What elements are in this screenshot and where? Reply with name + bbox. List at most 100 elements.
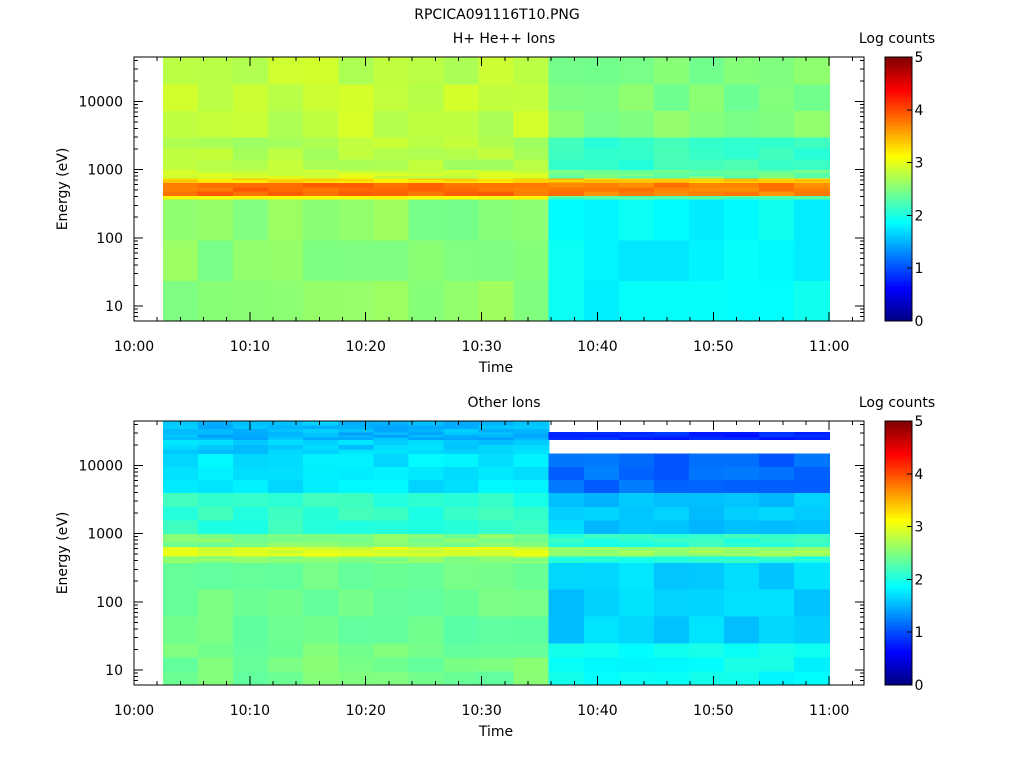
heatmap-cell <box>794 110 830 138</box>
colorbar-swatch <box>885 421 912 425</box>
heatmap-cell <box>198 542 234 547</box>
heatmap-cell <box>268 147 304 160</box>
colorbar-swatch <box>885 59 912 63</box>
heatmap-cell <box>233 175 269 179</box>
heatmap-cell <box>583 169 620 174</box>
heatmap-cell <box>618 642 655 658</box>
heatmap-cell <box>618 180 655 183</box>
heatmap-cell <box>162 179 199 182</box>
heatmap-cell <box>478 172 515 176</box>
colorbar-swatch <box>885 521 912 525</box>
heatmap-cell <box>373 537 410 543</box>
heatmap-cells <box>162 421 830 686</box>
heatmap-cell <box>373 615 410 644</box>
heatmap-cell <box>338 552 374 557</box>
heatmap-cell <box>478 466 515 481</box>
heatmap-cell <box>794 180 830 183</box>
heatmap-cell <box>443 195 480 198</box>
heatmap-cell <box>443 280 480 322</box>
heatmap-cell <box>268 448 304 455</box>
heatmap-cell <box>759 656 795 672</box>
heatmap-cell <box>513 199 550 241</box>
heatmap-cell <box>583 552 620 557</box>
colorbar-swatch <box>885 563 912 567</box>
heatmap-cell <box>478 537 515 543</box>
heatmap-cell <box>548 280 585 322</box>
x-tick-label: 10:40 <box>577 339 617 355</box>
heatmap-cell <box>478 656 515 672</box>
colorbar-swatch <box>885 426 912 430</box>
heatmap-cell <box>303 533 339 539</box>
heatmap-cell <box>688 196 725 199</box>
heatmap-cell <box>688 180 725 183</box>
colorbar-swatch <box>885 679 912 683</box>
heatmap-cell <box>408 615 445 644</box>
heatmap-cell <box>688 190 725 196</box>
heatmap-cell <box>443 549 480 554</box>
colorbar-swatch <box>885 587 912 591</box>
heatmap-cell <box>478 434 515 438</box>
colorbar-swatch <box>885 677 912 681</box>
heatmap-cell <box>268 542 304 547</box>
heatmap-cell <box>373 182 410 188</box>
heatmap-cell <box>759 137 795 149</box>
heatmap-cell <box>338 195 374 198</box>
heatmap-cell <box>653 453 690 468</box>
heatmap-cell <box>688 656 725 672</box>
heatmap-cell <box>653 656 690 672</box>
heatmap-cell <box>478 158 515 171</box>
heatmap-cell <box>233 453 269 468</box>
heatmap-cell <box>724 537 760 543</box>
y-tick-label: 10000 <box>78 95 123 111</box>
colorbar-swatch <box>885 534 912 538</box>
heatmap-cell <box>548 178 585 181</box>
heatmap-cell <box>794 552 830 557</box>
heatmap-cell <box>759 437 795 441</box>
heatmap-cell <box>443 110 480 138</box>
heatmap-cell <box>162 239 199 281</box>
heatmap-cell <box>373 137 410 149</box>
x-tick-label: 10:50 <box>693 703 733 719</box>
heatmap-cell <box>548 537 585 543</box>
heatmap-cell <box>478 542 515 547</box>
heatmap-cell <box>653 175 690 179</box>
heatmap-cell <box>408 178 445 181</box>
colorbar-swatch <box>885 146 912 150</box>
heatmap-cell <box>198 537 234 543</box>
heatmap-cell <box>759 537 795 543</box>
colorbar-swatch <box>885 484 912 488</box>
heatmap-cell <box>583 558 620 561</box>
plot-frame <box>133 420 865 686</box>
heatmap-cell <box>233 552 269 557</box>
heatmap-cell <box>548 562 585 590</box>
heatmap-cell <box>162 562 199 590</box>
colorbar-tick-label: 0 <box>915 314 924 330</box>
heatmap-cell <box>759 542 795 547</box>
heatmap-cell <box>198 197 234 200</box>
heatmap-cell <box>268 239 304 281</box>
heatmap-cell <box>408 492 445 507</box>
heatmap-cell <box>162 57 199 85</box>
heatmap-cell <box>303 466 339 481</box>
colorbar-swatch <box>885 545 912 549</box>
heatmap-cell <box>478 197 515 200</box>
colorbar-swatch <box>885 523 912 528</box>
heatmap-cell <box>618 169 655 174</box>
colorbar-swatch <box>885 553 912 557</box>
colorbar-swatch <box>885 67 912 71</box>
heatmap-cell <box>618 453 655 468</box>
heatmap-cell <box>583 434 620 438</box>
panel-h-he-ions: 10:00 10:10 10:20 10:30 10:40 10:50 11:0010100… <box>55 31 935 376</box>
colorbar-swatch <box>885 584 912 588</box>
heatmap-cell <box>233 110 269 138</box>
heatmap-cell <box>688 172 725 176</box>
heatmap-cell <box>268 546 304 551</box>
colorbar-swatch <box>885 223 912 227</box>
heatmap-cell <box>478 178 515 181</box>
heatmap-cell <box>373 110 410 138</box>
heatmap-cell <box>583 190 620 196</box>
heatmap-cell <box>162 552 199 557</box>
heatmap-cell <box>548 519 585 535</box>
heatmap-cell <box>162 196 199 199</box>
heatmap-cell <box>233 434 269 438</box>
